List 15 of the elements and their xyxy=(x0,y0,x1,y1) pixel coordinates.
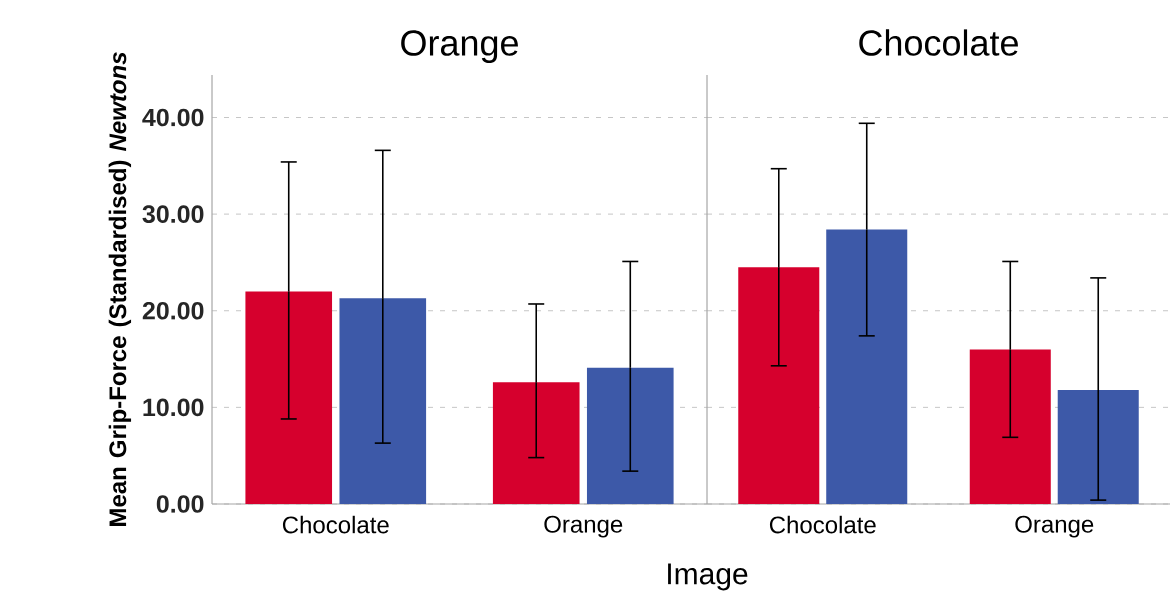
x-tick-label: Chocolate xyxy=(282,515,389,534)
x-tick-label: Orange xyxy=(1015,515,1094,538)
x-axis-title: Image xyxy=(668,563,748,591)
y-axis-title: Mean Grip-Force (Standardised) Newtons xyxy=(108,52,132,526)
y-tick-label: 40.00 xyxy=(142,108,204,127)
bar xyxy=(738,267,820,504)
y-tick-label: 20.00 xyxy=(142,301,204,320)
y-tick-label: 0.00 xyxy=(156,495,204,513)
y-tick-label: 10.00 xyxy=(143,398,204,417)
chart-title: Chocolate xyxy=(859,29,1018,56)
chart-title: Orange xyxy=(401,30,518,63)
x-tick-label: Orange xyxy=(544,515,623,538)
bar xyxy=(826,229,908,504)
x-tick-label: Chocolate xyxy=(769,515,876,534)
y-tick-label: 30.00 xyxy=(142,205,204,223)
